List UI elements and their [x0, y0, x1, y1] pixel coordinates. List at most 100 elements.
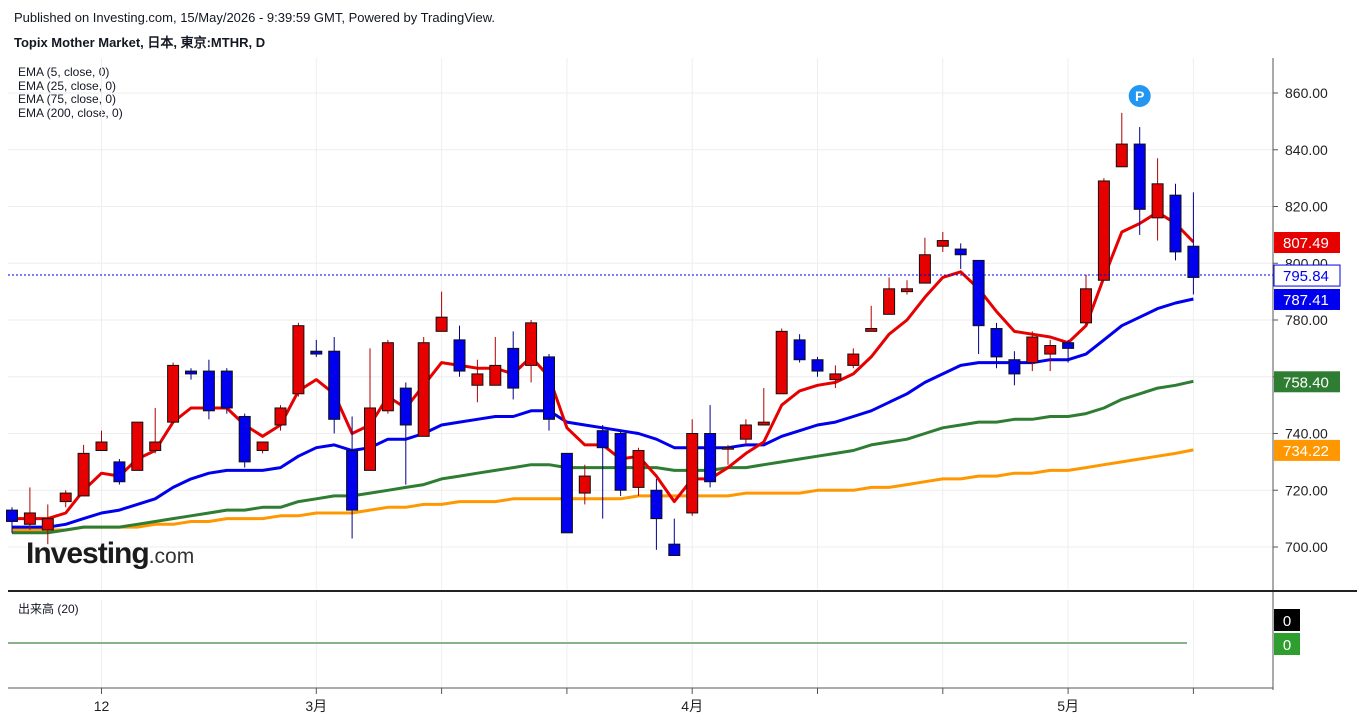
candle [578, 464, 591, 505]
y-tick-label: 780.00 [1285, 312, 1328, 328]
candle-body [811, 359, 824, 372]
candle-body [1044, 345, 1057, 355]
candle [1062, 339, 1075, 363]
candle-body [525, 322, 538, 366]
candle-body [829, 373, 842, 381]
candle-body [328, 350, 341, 420]
candle-body [310, 350, 323, 355]
candle [453, 325, 466, 377]
y-tick-label: 840.00 [1285, 142, 1328, 158]
candle-body [954, 248, 967, 256]
candle [757, 388, 770, 426]
candle-body [883, 288, 896, 315]
candle-body [292, 325, 305, 395]
candle-body [346, 450, 359, 511]
candle-body [1133, 143, 1146, 210]
price-label-bg [1274, 371, 1340, 393]
ema200-legend-item: EMA (200, close, 0) [18, 105, 123, 120]
candle [1187, 192, 1200, 295]
candle [1044, 339, 1057, 372]
candle [1151, 158, 1164, 241]
price-label-text: 807.49 [1283, 235, 1329, 252]
price-label: 787.41 [1274, 288, 1340, 310]
candle [954, 243, 967, 269]
price-label-text: 758.40 [1283, 374, 1329, 391]
candle [95, 430, 108, 452]
candle [1169, 183, 1182, 261]
candle-body [632, 450, 645, 488]
candle-body [59, 492, 72, 503]
price-axis-labels: 807.49 795.84 787.41 758.40 734.22 [1273, 231, 1341, 461]
candle [23, 487, 36, 530]
candle-body [77, 452, 90, 497]
grid [8, 58, 1273, 688]
candle [918, 237, 931, 284]
candle-body [471, 373, 484, 386]
x-tick-label: 3月 [305, 698, 327, 714]
candle-body [1080, 288, 1092, 324]
candle-body [543, 356, 555, 420]
price-label-bg [1274, 288, 1340, 310]
candle [238, 413, 251, 468]
candle-body [220, 370, 233, 409]
candle [346, 416, 359, 539]
candle [722, 444, 734, 465]
candle-body [131, 421, 144, 471]
volume-value-label: 0 [1274, 633, 1300, 655]
candle [274, 405, 287, 431]
candle-body [489, 364, 502, 386]
ema75-legend-item: EMA (75, close, 0) [18, 92, 117, 106]
logo-suffix: .com [148, 545, 195, 568]
candle [793, 334, 806, 363]
candle [525, 320, 538, 383]
candle [131, 421, 144, 471]
volume-label-text: 0 [1283, 613, 1291, 630]
candle-body [1097, 180, 1110, 281]
candle [59, 490, 72, 508]
candle-body [23, 512, 36, 525]
candle [220, 368, 233, 414]
ema5-legend-item: EMA (5, close, 0) [18, 65, 110, 79]
volume-label-text: 0 [1283, 637, 1291, 654]
candle-body [1151, 183, 1164, 219]
candle-body [364, 407, 376, 471]
candle [865, 305, 878, 332]
candle-body [238, 415, 251, 463]
candle-body [256, 441, 269, 452]
candle [829, 365, 842, 389]
candle-body [865, 328, 878, 332]
candle-body [435, 316, 448, 332]
candle [185, 368, 197, 380]
candle [1080, 274, 1092, 326]
price-label-bg [1273, 264, 1341, 287]
candle-body [167, 364, 180, 423]
candle [543, 354, 555, 431]
candle [632, 447, 645, 496]
candle-body [918, 254, 931, 284]
candle-body [149, 441, 162, 452]
candle [1008, 351, 1021, 386]
volume-label: 出来高 (20) [18, 602, 79, 616]
candle [614, 430, 627, 496]
candle-body [972, 259, 985, 327]
candle-body [596, 430, 609, 449]
candle-body [757, 421, 770, 426]
symbol-title: Topix Mother Market, 日本, 東京:MTHR, D [14, 35, 266, 50]
price-label: 807.49 [1274, 231, 1340, 253]
candle [435, 291, 448, 332]
candle [417, 337, 430, 437]
price-label: 734.22 [1274, 439, 1340, 461]
candle-body [417, 342, 430, 437]
candle-body [847, 353, 860, 366]
candle-body [185, 370, 197, 375]
candle-body [1008, 359, 1021, 375]
candle [292, 322, 305, 397]
candle-body [507, 347, 520, 389]
y-tick-label: 700.00 [1285, 539, 1328, 555]
published-info: Published on Investing.com, 15/May/2026 … [14, 10, 496, 25]
candle [77, 444, 90, 497]
candle [256, 441, 269, 454]
candle [507, 331, 520, 400]
candle [202, 359, 215, 420]
